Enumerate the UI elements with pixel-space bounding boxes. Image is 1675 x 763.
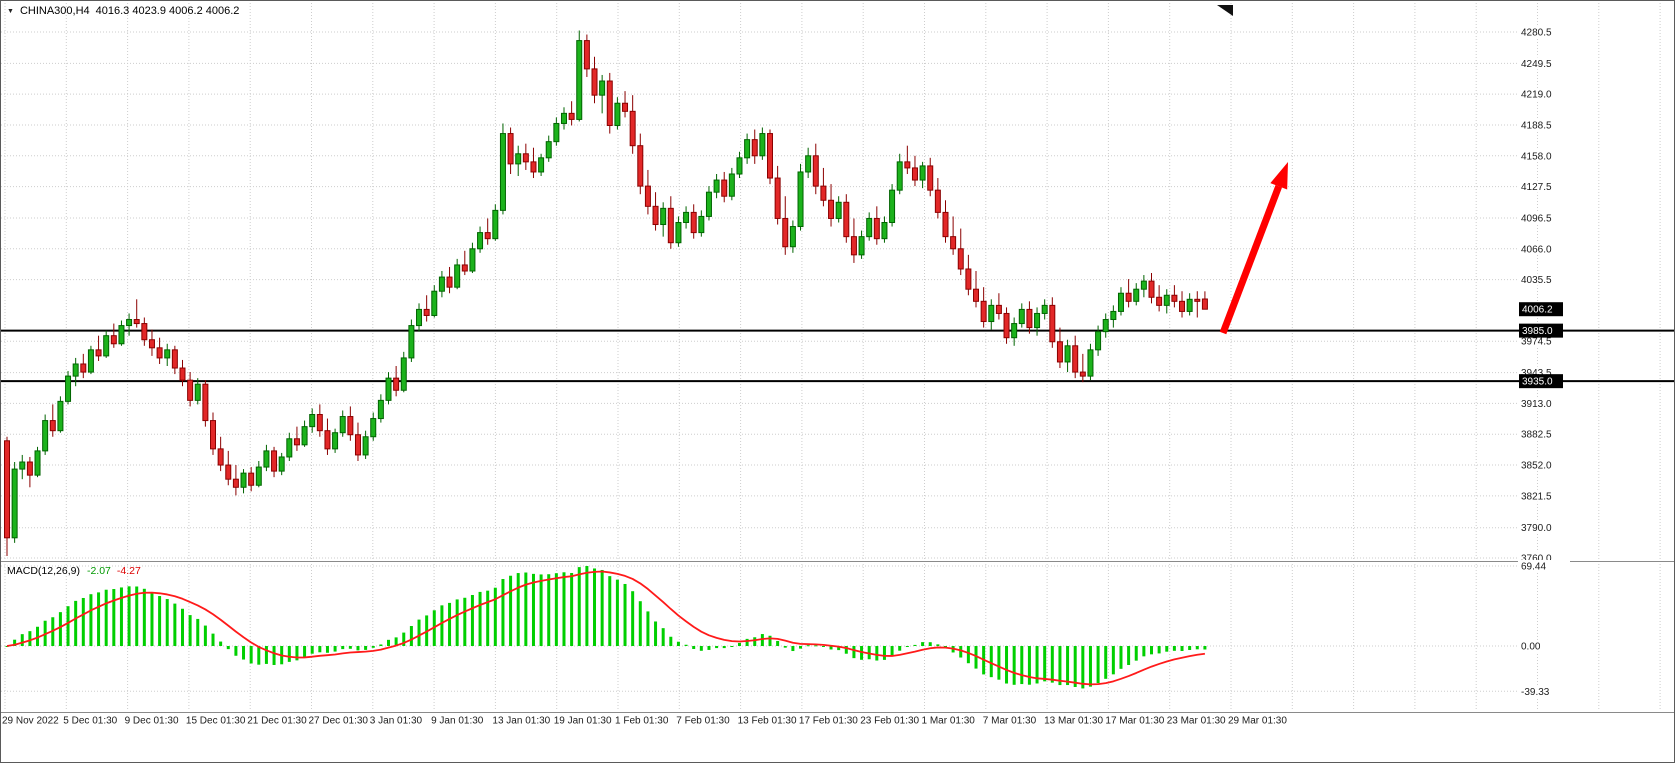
price-tick-label: 4035.5 [1521, 275, 1552, 286]
time-tick-label: 5 Dec 01:30 [63, 716, 117, 727]
macd-value-signal: -4.27 [116, 565, 141, 577]
grid-lines [1, 3, 1661, 711]
symbol-period-label: CHINA300,H4 [19, 5, 90, 17]
time-tick-label: 1 Mar 01:30 [922, 716, 976, 727]
price-badge-horizontal-line [1519, 323, 1563, 338]
price-badge-horizontal-line [1519, 374, 1563, 389]
chevron-down-icon[interactable]: ▼ [7, 7, 14, 15]
ohlc-quote: 4016.3 4023.9 4006.2 4006.2 [95, 5, 240, 17]
symbol-header: ▼ CHINA300,H4 4016.3 4023.9 4006.2 4006.… [7, 5, 239, 17]
price-tick-label: 4158.0 [1521, 151, 1552, 162]
time-tick-label: 13 Jan 01:30 [492, 716, 550, 727]
time-axis: 29 Nov 2022 5 Dec 01:30 9 Dec 01:30 15 Dec … [2, 716, 1287, 727]
time-tick-label: 7 Mar 01:30 [983, 716, 1037, 727]
price-tick-label: 3943.5 [1521, 368, 1552, 379]
macd-tick-label: -39.33 [1521, 687, 1550, 698]
time-tick-label: 23 Feb 01:30 [860, 716, 919, 727]
time-tick-label: 3 Jan 01:30 [370, 716, 423, 727]
time-tick-label: 9 Dec 01:30 [125, 716, 179, 727]
trend-arrow[interactable] [1219, 162, 1288, 335]
price-tick-label: 3913.0 [1521, 399, 1552, 410]
time-tick-label: 7 Feb 01:30 [676, 716, 730, 727]
time-tick-label: 29 Nov 2022 [2, 716, 59, 727]
time-tick-label: 9 Jan 01:30 [431, 716, 484, 727]
horizontal-lines[interactable] [1, 329, 1675, 383]
macd-name: MACD(12,26,9) [7, 565, 80, 577]
time-tick-label: 21 Dec 01:30 [247, 716, 307, 727]
price-tick-label: 3852.0 [1521, 461, 1552, 472]
price-tick-label: 4127.5 [1521, 182, 1552, 193]
macd-value-main: -2.07 [86, 565, 111, 577]
price-tick-label: 4280.5 [1521, 28, 1552, 39]
time-tick-label: 13 Mar 01:30 [1044, 716, 1103, 727]
price-badge-current-price [1519, 302, 1563, 317]
price-badges: 4006.2 3985.0 3935.0 [1519, 302, 1563, 389]
candlestick-series [4, 30, 1208, 556]
time-tick-label: 13 Feb 01:30 [738, 716, 797, 727]
time-tick-label: 15 Dec 01:30 [186, 716, 246, 727]
time-tick-label: 27 Dec 01:30 [309, 716, 369, 727]
price-tick-label: 3790.0 [1521, 523, 1552, 534]
price-badge-label: 3935.0 [1522, 377, 1553, 388]
price-badge-label: 4006.2 [1522, 305, 1553, 316]
price-badge-label: 3985.0 [1522, 326, 1553, 337]
panel-separators [1, 561, 1674, 713]
macd-indicator-label: MACD(12,26,9) -2.07 -4.27 [7, 565, 141, 577]
macd-tick-label: 69.44 [1521, 562, 1546, 573]
price-axis: 4280.5 4249.5 4219.0 4188.5 4158.0 4127.5 4096… [1518, 26, 1570, 565]
price-tick-label: 3974.5 [1521, 337, 1552, 348]
price-tick-label: 3821.5 [1521, 491, 1552, 502]
price-tick-label: 4096.5 [1521, 213, 1552, 224]
price-tick-label: 4188.5 [1521, 120, 1552, 131]
price-tick-label: 4066.0 [1521, 244, 1552, 255]
macd-signal-line [6, 570, 1206, 686]
time-tick-label: 1 Feb 01:30 [615, 716, 669, 727]
time-tick-label: 17 Feb 01:30 [799, 716, 858, 727]
time-tick-label: 17 Mar 01:30 [1105, 716, 1164, 727]
price-tick-label: 4219.0 [1521, 90, 1552, 101]
macd-tick-label: 0.00 [1521, 642, 1541, 653]
time-tick-label: 29 Mar 01:30 [1228, 716, 1287, 727]
price-tick-label: 4249.5 [1521, 59, 1552, 70]
price-tick-label: 3882.5 [1521, 430, 1552, 441]
macd-axis: 69.44 0.00 -39.33 [1518, 560, 1570, 698]
time-tick-label: 19 Jan 01:30 [554, 716, 612, 727]
price-tick-label: 3760.0 [1521, 554, 1552, 565]
chart-shift-marker[interactable] [1217, 5, 1233, 16]
macd-histogram [5, 566, 1207, 689]
time-tick-label: 23 Mar 01:30 [1167, 716, 1226, 727]
